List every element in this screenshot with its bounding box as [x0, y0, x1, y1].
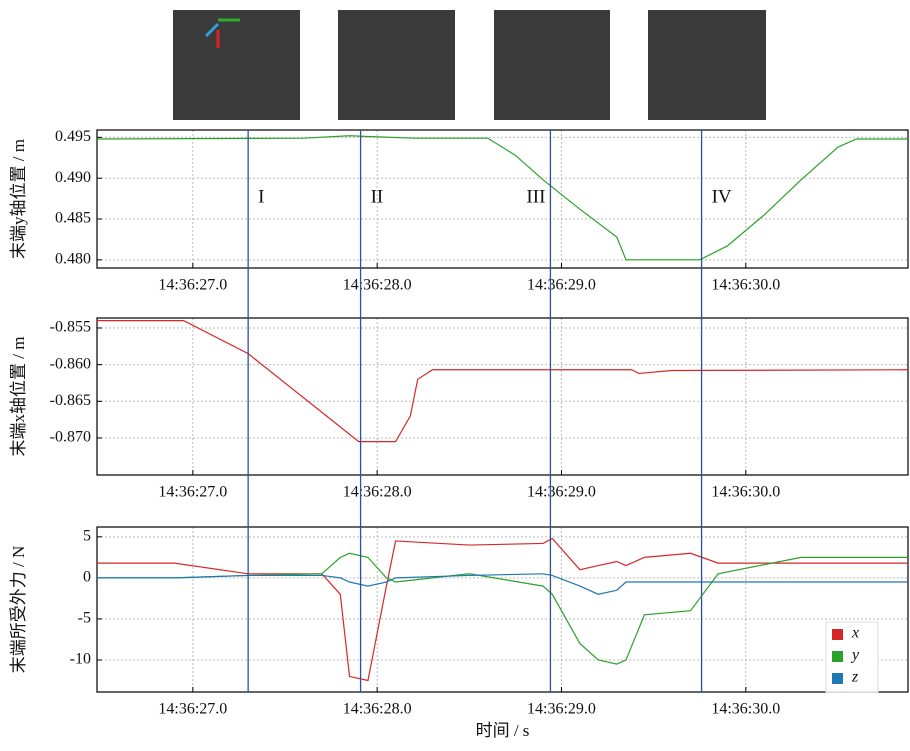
- y-tick-label: 5: [83, 528, 91, 545]
- y-tick-label: 0.490: [55, 169, 91, 186]
- data-line: [96, 135, 908, 261]
- legend-swatch: [832, 673, 843, 684]
- photo: [338, 10, 455, 120]
- y-tick-label: -10: [70, 651, 91, 668]
- photos: [173, 10, 766, 120]
- y-tick-label: 0.485: [55, 210, 91, 227]
- x-tick-label: 14:36:29.0: [527, 277, 596, 294]
- legend-label: x: [851, 625, 859, 642]
- y-tick-label: -5: [78, 610, 91, 627]
- y-axis-label: 末端y轴位置 / m: [9, 139, 28, 259]
- y-tick-label: -0.865: [50, 392, 91, 409]
- data-line: [97, 573, 908, 595]
- y-tick-label: -0.870: [50, 429, 91, 446]
- y-tick-label: -0.860: [50, 355, 91, 372]
- x-tick-label: 14:36:30.0: [711, 277, 780, 294]
- x-tick-label: 14:36:27.0: [158, 701, 227, 718]
- event-label: IV: [712, 186, 732, 207]
- axis-icon: [204, 22, 220, 38]
- x-tick-label: 14:36:30.0: [711, 701, 780, 718]
- plot-frame: [96, 526, 909, 693]
- event-label: II: [371, 186, 384, 207]
- data-line: [97, 537, 908, 682]
- plot-frame: [96, 317, 909, 476]
- y-axis-label: 末端x轴位置 / m: [9, 337, 28, 457]
- photo: [648, 10, 766, 120]
- y-tick-label: 0: [83, 569, 91, 586]
- x-tick-label: 14:36:28.0: [343, 701, 412, 718]
- data-line: [97, 320, 909, 443]
- x-tick-label: 14:36:30.0: [711, 484, 780, 501]
- legend-swatch: [832, 651, 843, 662]
- x-tick-label: 14:36:27.0: [158, 277, 227, 294]
- y-tick-label: 0.495: [55, 128, 91, 145]
- x-tick-label: 14:36:27.0: [158, 484, 227, 501]
- x-tick-label: 14:36:28.0: [343, 277, 412, 294]
- x-tick-label: 14:36:29.0: [527, 701, 596, 718]
- data-line: [97, 552, 908, 665]
- photo: [173, 10, 300, 120]
- y-tick-label: -0.855: [50, 319, 91, 336]
- x-tick-label: 14:36:28.0: [343, 484, 412, 501]
- legend-label: y: [850, 647, 860, 664]
- y-tick-label: 0.480: [55, 251, 91, 268]
- y-axis-label: 末端所受外力 / N: [9, 546, 28, 674]
- event-label: I: [258, 186, 264, 207]
- x-tick-label: 14:36:29.0: [527, 484, 596, 501]
- plot-frame: [96, 129, 909, 269]
- legend-swatch: [832, 629, 843, 640]
- photo: [494, 10, 610, 120]
- x-axis-label: 时间 / s: [476, 721, 530, 740]
- event-label: III: [526, 186, 545, 207]
- legend-label: z: [851, 669, 859, 686]
